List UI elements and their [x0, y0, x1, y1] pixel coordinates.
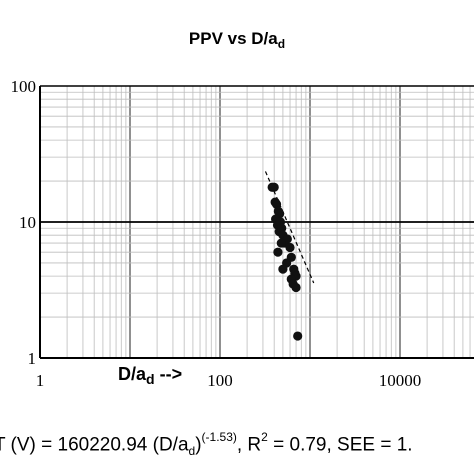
data-point [278, 264, 288, 274]
x-axis-label: D/ad --> [118, 364, 182, 387]
y-tick-label: 10 [19, 213, 36, 232]
y-tick-label: 1 [28, 349, 37, 368]
x-tick-label: 1 [36, 371, 45, 390]
equation-lead: T (V) = 160220.94 (D/a [0, 434, 189, 456]
y-tick-label: 100 [11, 77, 37, 96]
equation-exponent: (-1.53) [201, 430, 237, 444]
equation-r2: 2 [261, 430, 268, 444]
chart-title: PPV vs D/ad [189, 29, 285, 51]
data-point [269, 182, 279, 192]
equation-rest: = 0.79, SEE = 1. [267, 434, 413, 456]
regression-equation: T (V) = 160220.94 (D/ad)(-1.53), R2 = 0.… [0, 430, 413, 459]
chart-title-subscript: d [278, 37, 285, 51]
equation-sub: d [188, 444, 196, 459]
trend-line [264, 171, 315, 284]
data-point [291, 282, 301, 293]
data-point [286, 252, 296, 262]
x-tick-label: 100 [207, 371, 233, 390]
data-point [277, 223, 287, 233]
equation-tail: , R [236, 434, 262, 456]
equation-close: ) [195, 434, 202, 456]
x-axis-label-suffix: --> [155, 364, 183, 384]
data-point [273, 247, 283, 257]
x-axis-label-subscript: d [146, 371, 155, 387]
x-tick-label: 10000 [379, 371, 422, 390]
data-point [285, 242, 295, 253]
data-points [267, 182, 303, 341]
grid-lines [39, 85, 474, 359]
data-point [276, 238, 286, 248]
data-point [271, 199, 282, 209]
data-point [293, 331, 303, 341]
